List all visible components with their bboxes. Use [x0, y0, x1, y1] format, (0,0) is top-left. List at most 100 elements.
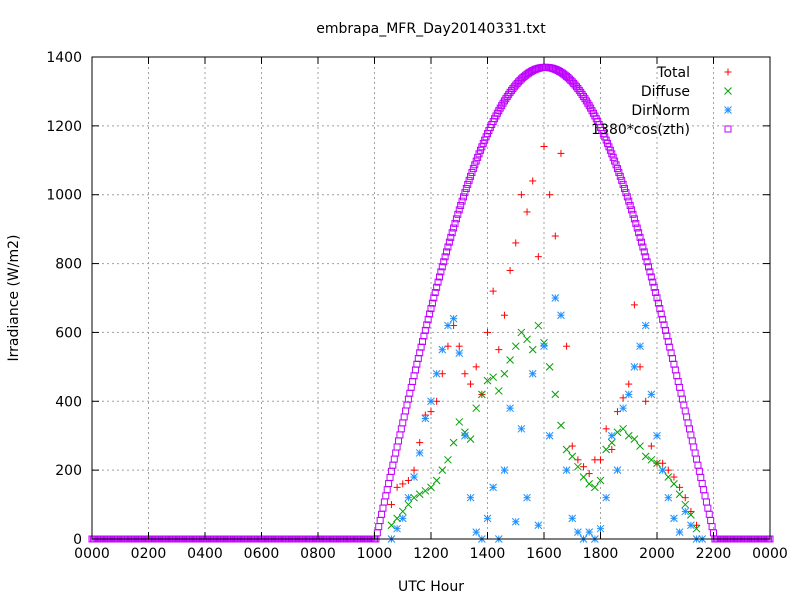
x-tick-label: 2200: [696, 546, 732, 562]
data-point: [472, 528, 481, 536]
data-point: [647, 273, 655, 281]
data-point: [455, 349, 464, 357]
data-point: [464, 180, 472, 188]
data-point: [545, 431, 554, 440]
data-point: [426, 310, 434, 318]
data-point: [622, 189, 630, 197]
data-point: [428, 299, 436, 307]
data-point: [639, 243, 647, 251]
data-point: [484, 328, 491, 336]
data-point: [557, 311, 565, 320]
data-point: [432, 369, 441, 378]
data-point: [500, 311, 508, 319]
data-point: [489, 287, 497, 295]
x-tick-label: 1400: [470, 546, 506, 562]
data-point: [432, 476, 441, 485]
data-point: [410, 466, 418, 474]
data-point: [475, 150, 483, 158]
data-point: [647, 455, 656, 464]
data-point: [568, 514, 577, 523]
data-point: [534, 521, 543, 530]
data-point: [430, 294, 438, 302]
data-point: [511, 517, 520, 526]
data-point: [398, 507, 407, 516]
data-point: [579, 473, 588, 481]
data-point: [444, 243, 452, 251]
data-point: [441, 253, 449, 261]
data-point: [468, 168, 476, 176]
x-tick-label: 1600: [526, 546, 562, 562]
data-point: [415, 490, 424, 499]
data-point: [626, 201, 634, 209]
data-point: [670, 514, 678, 523]
data-point: [602, 493, 611, 502]
data-point: [529, 177, 537, 185]
data-point: [619, 404, 627, 413]
x-tick-label: 1800: [583, 546, 619, 562]
data-point: [447, 233, 455, 241]
data-point: [393, 483, 401, 491]
data-point: [523, 335, 531, 344]
data-point: [472, 157, 480, 165]
data-point: [613, 466, 622, 474]
data-point: [452, 215, 460, 223]
data-point: [590, 483, 599, 492]
legend: Total Diffuse DirNorm 1380*cos(zth): [591, 65, 732, 138]
y-axis-label: Irradiance (W/m2): [6, 235, 22, 362]
data-point: [440, 258, 448, 266]
data-point: [658, 466, 667, 474]
data-point: [615, 168, 623, 176]
y-tick-label: 0: [73, 532, 82, 548]
legend-label: 1380*cos(zth): [591, 122, 690, 138]
data-point: [454, 210, 462, 218]
data-point: [449, 438, 458, 447]
data-point: [448, 229, 456, 237]
data-point: [624, 390, 633, 399]
data-point: [472, 363, 480, 371]
data-point: [421, 414, 430, 423]
data-point: [557, 149, 565, 157]
data-point: [630, 301, 638, 309]
data-point: [650, 283, 658, 291]
x-axis-label: UTC Hour: [398, 579, 464, 595]
data-point: [427, 397, 435, 406]
data-point: [444, 455, 452, 464]
data-point: [624, 431, 633, 440]
data-point: [641, 321, 650, 330]
data-point: [636, 442, 644, 450]
data-point: [647, 390, 656, 399]
data-point: [692, 524, 701, 533]
data-point: [455, 418, 464, 426]
data-point: [415, 449, 424, 457]
x-tick-label: 1200: [413, 546, 449, 562]
data-point: [489, 483, 498, 492]
data-point: [534, 253, 542, 261]
data-point: [545, 363, 554, 371]
data-point: [637, 238, 645, 246]
data-point: [438, 466, 447, 474]
data-point: [557, 421, 565, 430]
data-point: [455, 342, 463, 350]
data-point: [540, 143, 548, 151]
data-point: [642, 397, 650, 405]
data-point: [645, 263, 653, 271]
y-tick-label: 800: [55, 257, 82, 273]
data-point: [438, 345, 447, 354]
data-point: [494, 387, 503, 395]
data-point: [568, 452, 577, 461]
data-point: [681, 500, 690, 509]
data-point: [574, 528, 582, 536]
data-point: [461, 189, 469, 197]
data-point: [474, 153, 482, 161]
x-tick-label: 0800: [300, 546, 336, 562]
data-point: [500, 466, 509, 474]
y-tick-label: 600: [55, 325, 82, 341]
data-point: [421, 486, 430, 495]
legend-label: Diffuse: [641, 84, 690, 100]
data-point: [438, 263, 446, 271]
data-point: [657, 310, 665, 318]
data-point: [623, 193, 631, 201]
data-point: [653, 459, 661, 468]
series-1: [387, 321, 701, 533]
data-point: [562, 445, 571, 454]
